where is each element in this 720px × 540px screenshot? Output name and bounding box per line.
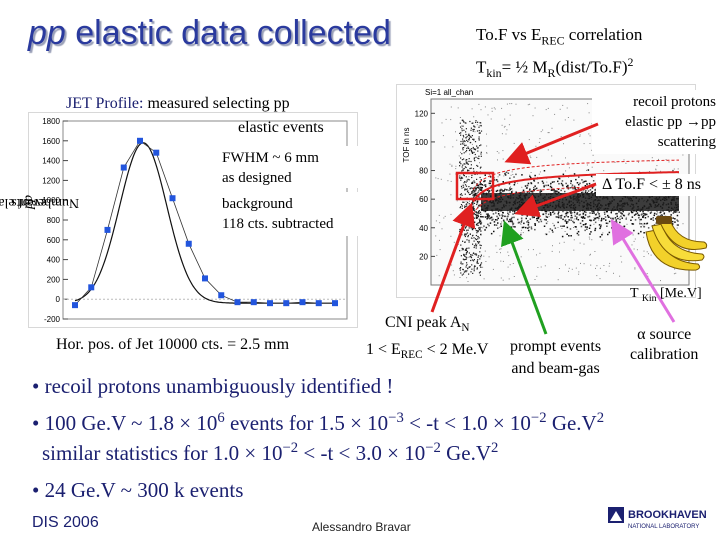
y-tick-label: 20 bbox=[419, 252, 428, 261]
data-point bbox=[88, 284, 95, 291]
data-point bbox=[218, 292, 225, 299]
bullet-100gev: • 100 Ge.V ~ 1.8 × 106 events for 1.5 × … bbox=[32, 410, 605, 435]
bullet-24gev: • 24 Ge.V ~ 300 k events bbox=[32, 478, 244, 502]
y-tick-label: 120 bbox=[415, 109, 429, 118]
tof-correlation-title: To.F vs EREC correlation Tkin= ½ MR(dist… bbox=[476, 25, 643, 81]
y-tick-label: 0 bbox=[56, 295, 61, 304]
background-note: background 118 cts. subtracted bbox=[216, 192, 366, 236]
data-point bbox=[137, 137, 143, 144]
data-point bbox=[104, 226, 111, 233]
banana-icon bbox=[645, 216, 708, 271]
footer-conference: DIS 2006 bbox=[32, 514, 99, 531]
y-tick-label: 600 bbox=[47, 236, 61, 245]
data-point bbox=[169, 195, 176, 202]
data-point bbox=[315, 300, 322, 307]
y-axis-title: TOF in ns bbox=[402, 128, 411, 163]
y-tick-label: 800 bbox=[47, 216, 61, 225]
y-tick-label: 100 bbox=[415, 138, 429, 147]
y-tick-label: 1000 bbox=[42, 196, 60, 205]
y-tick-label: 200 bbox=[47, 275, 61, 284]
svg-text:BROOKHAVEN: BROOKHAVEN bbox=[628, 509, 707, 521]
bullet-recoil-identified: • recoil protons unambiguously identifie… bbox=[32, 374, 394, 398]
svg-text:NATIONAL LABORATORY: NATIONAL LABORATORY bbox=[628, 524, 699, 530]
y-tick-label: 40 bbox=[419, 224, 428, 233]
recoil-curve-upper bbox=[472, 159, 679, 190]
fwhm-note: FWHM ~ 6 mm as designed bbox=[216, 146, 362, 188]
brookhaven-logo: BROOKHAVEN NATIONAL LABORATORY bbox=[608, 507, 707, 530]
y-tick-label: 1800 bbox=[42, 117, 60, 126]
jet-profile-caption: JET Profile: measured selecting pp elast… bbox=[66, 95, 324, 136]
data-point bbox=[234, 299, 241, 306]
y-tick-label: 80 bbox=[419, 167, 428, 176]
y-tick-label: 60 bbox=[419, 195, 428, 204]
jet-horizontal-position: Hor. pos. of Jet 10000 cts. = 2.5 mm bbox=[56, 336, 290, 353]
y-tick-label: 1600 bbox=[42, 137, 60, 146]
delta-tof-note: Δ To.F < ± 8 ns bbox=[596, 174, 707, 196]
y-tick-label: 1200 bbox=[42, 176, 60, 185]
prompt-events-note: prompt events and beam-gas bbox=[510, 338, 602, 377]
tkin-axis-label: T Kin [Me.V] bbox=[630, 286, 702, 304]
data-point bbox=[120, 164, 127, 171]
data-point bbox=[153, 149, 160, 156]
data-point bbox=[250, 299, 257, 306]
y-tick-label: 1400 bbox=[42, 157, 60, 166]
cni-box bbox=[455, 171, 495, 201]
alpha-source-note: α source calibration bbox=[630, 326, 699, 363]
data-point bbox=[185, 240, 192, 247]
data-point bbox=[283, 300, 290, 307]
recoil-curve-lower bbox=[472, 183, 679, 214]
cni-peak-note: CNI peak AN 1 < EREC < 2 Me.V bbox=[366, 314, 489, 362]
data-point bbox=[72, 302, 78, 309]
footer-author: Alessandro Bravar bbox=[312, 520, 411, 534]
bullet-similar-statistics: similar statistics for 1.0 × 10−2 < -t <… bbox=[42, 440, 499, 465]
data-point bbox=[299, 299, 306, 306]
y-tick-label: 400 bbox=[47, 256, 61, 265]
data-point bbox=[267, 300, 273, 307]
recoil-curve bbox=[472, 171, 679, 203]
data-point bbox=[332, 300, 338, 307]
y-axis-label: Number of elastic pp events bbox=[0, 195, 80, 210]
y-tick-label: -200 bbox=[44, 315, 61, 324]
slide-title: pp elastic data collected bbox=[28, 14, 391, 52]
recoil-protons-note: recoil protons elastic pp →pp scattering bbox=[592, 90, 720, 154]
data-point bbox=[202, 275, 208, 282]
hist-label: Si=1 all_chan bbox=[425, 88, 473, 97]
